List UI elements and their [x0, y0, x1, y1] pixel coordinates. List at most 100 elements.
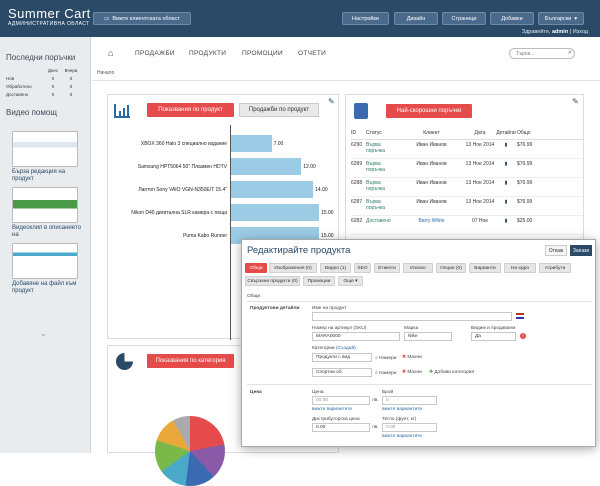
video-help-title: Видео помощ — [6, 108, 57, 117]
bar-label: Nikon D40 дигитална SLR камера с леща — [131, 210, 227, 216]
recent-orders-button[interactable]: Най-скорошни поръчки — [386, 104, 472, 118]
logo-subtitle: АДМИНИСТРАТИВНА ОБЛАСТ — [8, 21, 90, 27]
logout-link[interactable]: Изход — [572, 29, 588, 35]
cancel-button[interactable]: Откаж — [545, 245, 567, 256]
bar — [230, 135, 272, 152]
nav-sales[interactable]: ПРОДАЖБИ — [135, 50, 175, 57]
edit-icon[interactable]: ✎ — [572, 97, 579, 106]
table-row[interactable]: 6290 Върва поръчка Иван Иванов 13 Ное 2014 ▮… — [351, 140, 583, 159]
status-badge: Върва поръчка — [366, 142, 386, 154]
search-icon: ⌕ — [375, 371, 378, 376]
category-select[interactable]: Продукти с вид — [312, 353, 372, 362]
tab-0[interactable]: Общи — [245, 263, 267, 273]
help-icon[interactable]: ? — [520, 333, 526, 339]
tab-1[interactable]: Изображения (0) — [269, 263, 317, 273]
menu-pages[interactable]: Страници — [442, 12, 486, 25]
search-icon: ⌕ — [375, 356, 378, 361]
add-category-link[interactable]: Добави категория — [434, 370, 475, 375]
status-badge: Доставено — [366, 218, 391, 224]
weight-input[interactable]: 0.00 — [382, 423, 437, 432]
flag-icon[interactable] — [516, 313, 524, 319]
table-row[interactable]: 6287 Върва поръчка Иван Иванов 13 Ное 2014 ▮… — [351, 197, 583, 216]
bar-label: Puma Kabo Runner — [183, 233, 227, 239]
breadcrumb[interactable]: Начало — [97, 70, 115, 76]
tab-5[interactable]: Изскио — [403, 263, 433, 273]
table-row[interactable]: 6289 Върва поръчка Иван Иванов 13 Ное 2014 ▮… — [351, 159, 583, 178]
status-badge: Върва поръчка — [366, 199, 386, 211]
view-variants-link[interactable]: вижте вариантите — [382, 434, 423, 439]
view-variants-link[interactable]: вижте вариантите — [382, 407, 423, 412]
views-by-product-button[interactable]: Показвания по продукт — [147, 103, 234, 117]
search-icon[interactable]: ⌕ — [568, 49, 572, 56]
video-thumbnail[interactable] — [12, 187, 78, 223]
find-link[interactable]: Намери — [379, 356, 397, 361]
chevron-down-icon: ▾ — [574, 15, 578, 22]
tab-2[interactable]: Видео (1) — [320, 263, 351, 273]
category-pie — [155, 416, 225, 486]
remove-link[interactable]: Махни — [407, 355, 422, 360]
status-badge: Върва поръчка — [366, 180, 386, 192]
section-label: Общи — [247, 294, 261, 299]
save-button[interactable]: Запази — [570, 245, 592, 256]
tab-6[interactable]: Опции (0) — [436, 263, 466, 273]
tab-9[interactable]: Атрибути — [539, 263, 571, 273]
video-thumbnail[interactable] — [12, 243, 78, 279]
find-link[interactable]: Намери — [379, 371, 397, 376]
bar-value-label: 14.00 — [315, 187, 328, 193]
video-item[interactable]: Видеоклип в описанието на — [12, 187, 90, 239]
nav-products[interactable]: ПРОДУКТИ — [189, 50, 227, 57]
document-icon[interactable]: ▮ — [504, 218, 508, 224]
category-select[interactable]: Спортни об — [312, 368, 372, 377]
distributor-price-input[interactable]: 0.00 — [312, 423, 370, 432]
tab-3[interactable]: SEO — [354, 263, 371, 273]
document-icon[interactable]: ▮ — [504, 161, 508, 167]
product-name-input[interactable] — [312, 312, 512, 321]
logo-text: Summer Cart — [8, 6, 91, 21]
table-row[interactable]: 6288 Върва поръчка Иван Иванов 13 Ное 2014 ▮… — [351, 178, 583, 197]
divider — [92, 80, 600, 81]
language-select[interactable]: Български ▾ — [538, 12, 584, 25]
view-variants-link[interactable]: вижте вариантите — [312, 407, 353, 412]
table-row: Обработено 0 0 — [6, 83, 73, 89]
tab-10[interactable]: Свързани продукти (0) — [245, 276, 300, 286]
tab-12[interactable]: Още ▾ — [338, 276, 363, 286]
price-section-label: Цена — [250, 390, 262, 395]
search-input[interactable] — [509, 48, 575, 59]
tab-4[interactable]: Етикети — [374, 263, 400, 273]
document-icon[interactable]: ▮ — [504, 180, 508, 186]
nav-reports[interactable]: ОТЧЕТИ — [298, 50, 327, 57]
menu-design[interactable]: Дизайн — [394, 12, 438, 25]
sku-input[interactable]: MARA0000 — [312, 332, 400, 341]
nav-promotions[interactable]: ПРОМОЦИИ — [242, 50, 283, 57]
logo[interactable]: Summer Cart АДМИНИСТРАТИВНА ОБЛАСТ — [8, 7, 91, 27]
menu-settings[interactable]: Настройки — [342, 12, 389, 25]
close-icon: ✖ — [402, 370, 407, 375]
video-item[interactable]: Добавяне на файл към продукт — [12, 243, 90, 295]
document-icon[interactable]: ▮ — [504, 142, 508, 148]
video-item[interactable]: Бърза редакция на продукт — [12, 131, 90, 183]
view-storefront-button[interactable]: ▭ Вижте клиентската област — [93, 12, 191, 25]
visible-select[interactable]: Да — [471, 332, 516, 341]
table-row[interactable]: 6282 Доставено Barry White 07 Ное ▮ $25.00 — [351, 216, 583, 235]
sidebar: Последни поръчки Днес Вчера Нов 0 0 Обработ… — [0, 37, 91, 453]
tab-11[interactable]: Промоции — [303, 276, 335, 286]
edit-icon[interactable]: ✎ — [328, 97, 335, 106]
menu-addons[interactable]: Добавки — [490, 12, 534, 25]
home-icon[interactable]: ⌂ — [108, 48, 114, 58]
quantity-input[interactable]: 0 — [382, 396, 437, 405]
document-icon[interactable]: ▮ — [504, 199, 508, 205]
bar-label: XBOX 360 Halo 3 специално издание — [140, 141, 227, 147]
sales-by-product-button[interactable]: Продажби по продукт — [239, 103, 319, 117]
document-icon — [354, 103, 368, 119]
remove-link[interactable]: Махни — [407, 370, 422, 375]
tab-7[interactable]: Варианти — [469, 263, 501, 273]
video-thumbnail[interactable] — [12, 131, 78, 167]
create-category-link[interactable]: (Създай) — [335, 346, 356, 351]
price-input[interactable]: 00.00 — [312, 396, 370, 405]
bar — [230, 204, 320, 221]
tab-8[interactable]: На едро — [504, 263, 536, 273]
bar-value-label: 12.00 — [303, 164, 316, 170]
chevron-down-icon[interactable]: ⌄ — [40, 329, 47, 338]
views-by-category-button[interactable]: Показвания по категория — [147, 354, 234, 368]
brand-select[interactable]: Nike — [404, 332, 452, 341]
